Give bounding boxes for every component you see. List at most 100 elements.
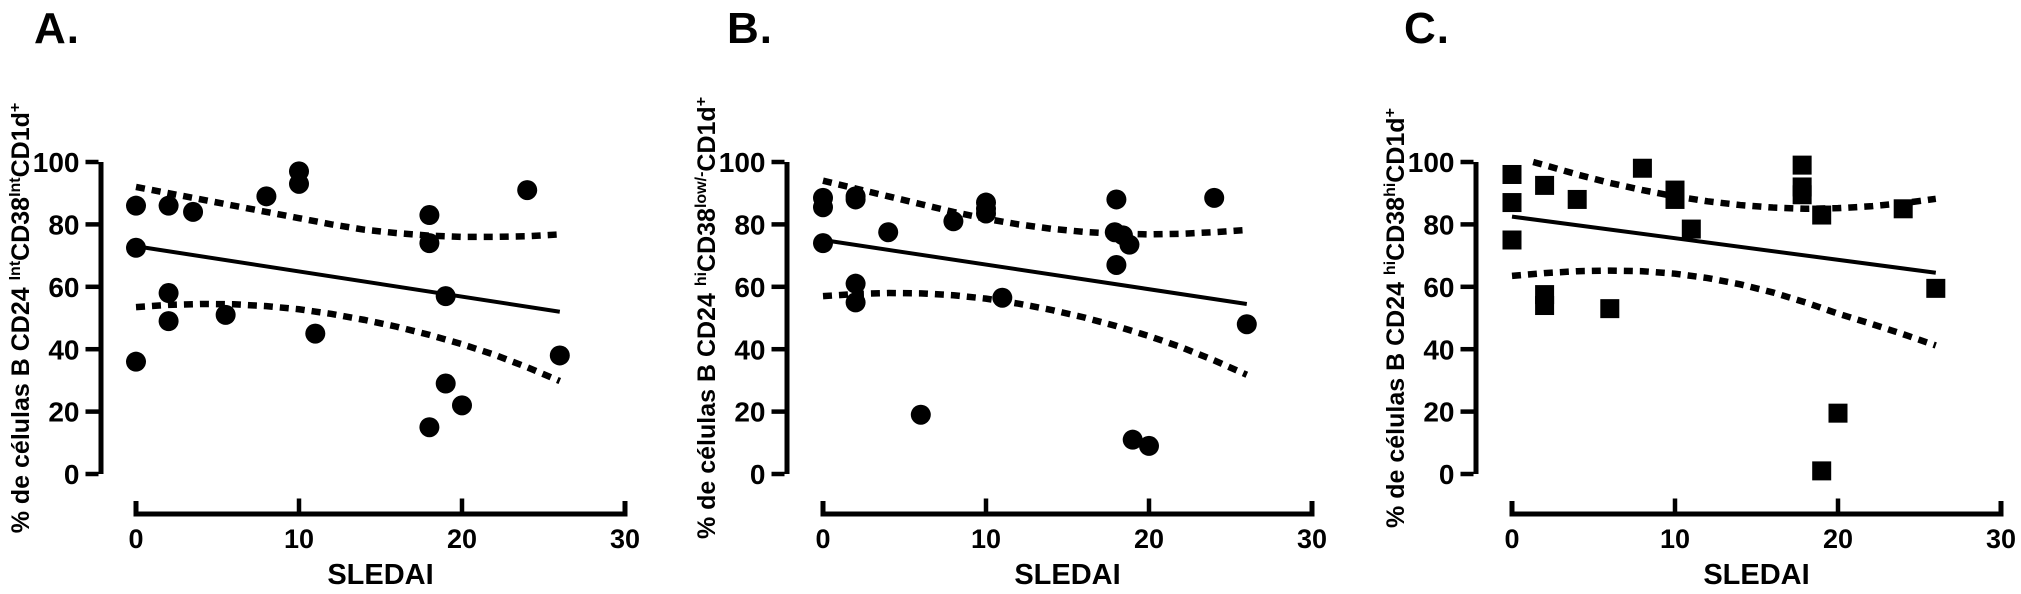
y-tick-label: 60 bbox=[48, 272, 79, 303]
data-point-circle bbox=[435, 286, 456, 307]
data-point-square bbox=[1665, 189, 1685, 209]
y-axis-label-sup: + bbox=[7, 103, 24, 112]
data-point-circle bbox=[1204, 187, 1225, 208]
data-point-circle bbox=[878, 222, 899, 243]
y-tick-label: 0 bbox=[64, 459, 80, 490]
data-point-square bbox=[1792, 155, 1812, 175]
data-point-circle bbox=[910, 404, 931, 425]
x-tick-label: 0 bbox=[815, 524, 830, 554]
panel-b-letter: B. bbox=[727, 4, 773, 53]
data-point-circle bbox=[845, 292, 866, 313]
y-tick-label: 100 bbox=[719, 147, 766, 178]
data-point-circle bbox=[1106, 189, 1127, 210]
x-tick-label: 0 bbox=[1504, 524, 1519, 554]
x-tick-label: 20 bbox=[1823, 524, 1853, 554]
data-point-circle bbox=[419, 233, 440, 254]
y-tick-label: 80 bbox=[734, 209, 765, 240]
data-point-circle bbox=[305, 323, 326, 344]
ci-lower-curve bbox=[822, 289, 1249, 378]
y-axis-label-part: % de células B CD24 bbox=[693, 286, 721, 539]
y-tick-label: 40 bbox=[48, 334, 79, 365]
data-point-square bbox=[1812, 461, 1832, 481]
data-point-circle bbox=[517, 180, 538, 201]
data-point-circle bbox=[943, 211, 964, 232]
data-point-circle bbox=[813, 233, 833, 254]
data-point-circle bbox=[1106, 254, 1127, 275]
x-axis-label: SLEDAI bbox=[1703, 559, 1809, 591]
panel-a-plot: 0 20 40 60 80 100% de células B CD24 IntCD38I… bbox=[7, 103, 640, 591]
y-tick-label: 0 bbox=[1439, 459, 1455, 490]
data-point-circle bbox=[813, 197, 833, 218]
data-point-circle bbox=[1119, 234, 1140, 255]
panel-a: A. 0 20 40 60 80 100% de células B CD24 IntCD… bbox=[0, 0, 673, 594]
data-point-circle bbox=[158, 195, 179, 216]
regression-line bbox=[1511, 214, 1937, 275]
x-tick-label: 20 bbox=[447, 524, 477, 554]
data-point-square bbox=[1792, 185, 1812, 205]
ci-upper-curve bbox=[822, 177, 1248, 238]
y-tick-label: 100 bbox=[1408, 147, 1455, 178]
data-point-circle bbox=[845, 189, 866, 210]
data-point-circle bbox=[1122, 429, 1143, 450]
x-axis-spine bbox=[820, 501, 1315, 517]
data-point-circle bbox=[183, 201, 204, 222]
data-point-circle bbox=[435, 373, 456, 394]
y-axis-label: % de células B CD24 hiCD38low/-CD1d+ bbox=[693, 97, 721, 539]
data-point-square bbox=[1893, 199, 1913, 219]
data-point-square bbox=[1502, 164, 1522, 184]
x-axis-spine bbox=[133, 501, 628, 517]
data-point-circle bbox=[215, 304, 236, 325]
y-tick-label: 60 bbox=[1423, 272, 1454, 303]
data-point-square bbox=[1600, 299, 1620, 319]
x-axis-label: SLEDAI bbox=[327, 559, 433, 591]
y-axis-label: % de células B CD24 hiCD38hiCD1d+ bbox=[1382, 108, 1410, 528]
data-point-circle bbox=[256, 186, 277, 207]
y-tick-label: 80 bbox=[1423, 209, 1454, 240]
panel-c-letter: C. bbox=[1404, 4, 1450, 53]
y-axis-label-part: % de células B CD24 bbox=[7, 280, 35, 533]
y-tick-label: 20 bbox=[734, 397, 765, 428]
regression-line bbox=[135, 244, 561, 314]
data-point-circle bbox=[289, 173, 309, 194]
y-axis-label-sup: low/- bbox=[693, 172, 710, 208]
data-point-circle bbox=[126, 237, 146, 258]
ci-lower-curve bbox=[135, 300, 562, 385]
x-tick-label: 10 bbox=[284, 524, 314, 554]
y-axis-label-part: CD1d bbox=[1382, 117, 1410, 182]
data-point-circle bbox=[1139, 435, 1159, 456]
y-tick-label: 80 bbox=[48, 209, 79, 240]
y-axis-label-sup: + bbox=[693, 97, 710, 106]
data-point-square bbox=[1828, 403, 1848, 423]
y-tick-label: 20 bbox=[48, 397, 79, 428]
y-tick-label: 100 bbox=[33, 147, 80, 178]
panel-b: B. 0 20 40 60 80 100% de células B CD24 hiCD3… bbox=[673, 0, 1346, 594]
y-axis-label-part: CD1d bbox=[7, 112, 35, 177]
data-point-circle bbox=[976, 203, 996, 224]
x-tick-label: 10 bbox=[971, 524, 1001, 554]
y-axis-label-part: CD38 bbox=[7, 197, 35, 261]
y-axis-label-sup: hi bbox=[1382, 261, 1399, 275]
data-point-circle bbox=[549, 345, 570, 366]
y-axis-label: % de células B CD24 IntCD38IntCD1d+ bbox=[7, 103, 35, 534]
panel-a-letter: A. bbox=[34, 4, 80, 53]
x-axis-label: SLEDAI bbox=[1014, 559, 1120, 591]
y-axis-label-part: CD38 bbox=[693, 208, 721, 272]
y-axis-label-part: CD1d bbox=[693, 106, 721, 171]
y-axis-label-sup: + bbox=[1382, 108, 1399, 117]
data-point-square bbox=[1502, 230, 1522, 250]
x-tick-label: 20 bbox=[1134, 524, 1164, 554]
x-tick-label: 30 bbox=[1986, 524, 2016, 554]
x-tick-label: 10 bbox=[1660, 524, 1690, 554]
data-point-square bbox=[1812, 205, 1832, 225]
y-tick-label: 60 bbox=[734, 272, 765, 303]
y-axis-label-sup: hi bbox=[1382, 183, 1399, 197]
data-point-square bbox=[1567, 189, 1587, 209]
x-tick-label: 30 bbox=[610, 524, 640, 554]
y-axis-label-sup: Int bbox=[7, 177, 24, 197]
y-tick-label: 40 bbox=[1423, 334, 1454, 365]
ci-upper-curve bbox=[135, 183, 560, 241]
y-axis-label-part: CD38 bbox=[1382, 197, 1410, 261]
y-tick-label: 40 bbox=[734, 334, 765, 365]
